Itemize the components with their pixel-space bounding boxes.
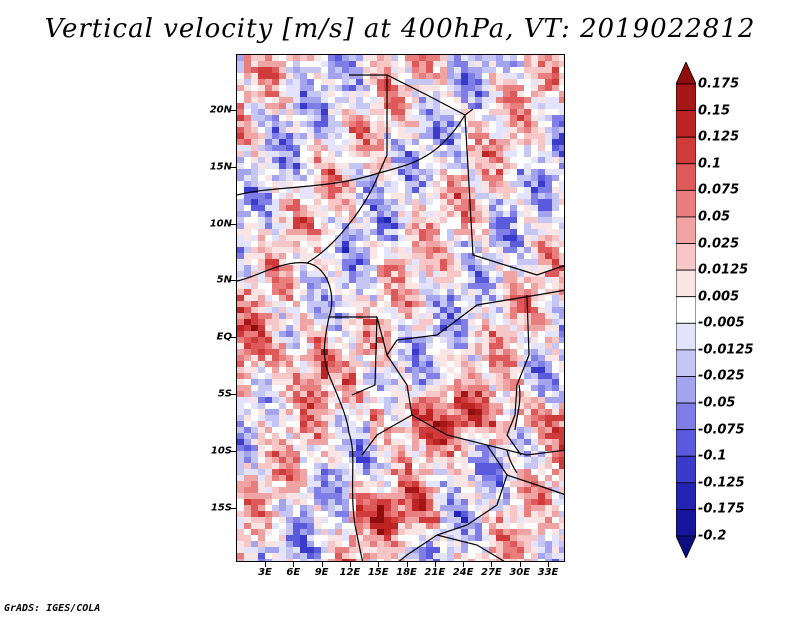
coastline [237, 262, 364, 561]
colorbar-label: 0.1 [698, 156, 722, 172]
colorbar-label: 0.125 [698, 129, 740, 145]
longitude-label: 21E [424, 567, 446, 578]
colorbar-label: -0.025 [698, 368, 745, 384]
colorbar-swatch [675, 509, 697, 537]
colorbar-swatch [675, 189, 697, 218]
longitude-tick [434, 562, 436, 567]
latitude-tick [230, 280, 236, 282]
colorbar-swatch [675, 402, 697, 431]
longitude-label: 9E [314, 567, 329, 578]
country-border [351, 316, 378, 396]
latitude-tick [230, 507, 236, 509]
longitude-label: 24E [452, 567, 474, 578]
latitude-label: 10N [209, 218, 232, 230]
latitude-label: 5N [216, 274, 232, 286]
country-border [378, 75, 388, 174]
colorbar-swatch [675, 429, 697, 457]
colorbar-label: 0.075 [698, 182, 740, 198]
lake [514, 384, 521, 431]
longitude-tick [378, 562, 380, 567]
colorbar-swatches [675, 61, 697, 559]
colorbar-swatch [675, 136, 697, 165]
country-border [506, 474, 564, 495]
longitude-tick [548, 562, 549, 567]
country-border [398, 474, 508, 561]
colorbar [675, 61, 697, 562]
latitude-label: 5S [217, 388, 232, 400]
country-border [361, 414, 413, 456]
colorbar-swatch [675, 349, 697, 377]
latitude-tick [230, 166, 236, 168]
country-border [349, 74, 466, 116]
colorbar-swatch [675, 216, 697, 244]
colorbar-swatch [675, 455, 697, 484]
colorbar-label: -0.005 [698, 315, 745, 331]
country-border [506, 294, 530, 456]
longitude-label: 15E [367, 567, 389, 578]
colorbar-swatch [675, 482, 697, 510]
colorbar-swatch [675, 61, 697, 85]
colorbar-swatch [675, 163, 697, 191]
colorbar-label: 0.0125 [698, 262, 749, 278]
colorbar-label: -0.1 [698, 448, 727, 464]
colorbar-label: -0.125 [698, 475, 745, 491]
country-border [306, 172, 380, 264]
latitude-tick [230, 110, 236, 111]
colorbar-swatch [675, 243, 697, 271]
colorbar-label: 0.025 [698, 236, 740, 252]
longitude-label: 3E [258, 567, 272, 578]
colorbar-label: 0.175 [698, 76, 740, 92]
longitude-tick [491, 562, 493, 567]
country-border [464, 114, 564, 276]
longitude-tick [519, 562, 521, 567]
colorbar-label: -0.05 [698, 395, 736, 411]
colorbar-label: -0.2 [698, 528, 727, 544]
country-border [386, 354, 508, 476]
latitude-label: EQ [216, 331, 232, 343]
latitude-label: 15S [210, 502, 232, 514]
longitude-label: 12E [339, 567, 361, 578]
colorbar-label: -0.075 [698, 422, 745, 438]
colorbar-label: 0.05 [698, 209, 731, 225]
colorbar-swatch [675, 376, 697, 404]
colorbar-swatch [675, 83, 697, 111]
latitude-label: 10S [210, 445, 232, 457]
velocity-field [237, 55, 564, 561]
country-border [486, 444, 564, 456]
colorbar-label: 0.005 [698, 289, 740, 305]
country-border [436, 534, 505, 561]
latitude-label: 15N [209, 161, 232, 173]
longitude-label: 33E [537, 567, 559, 578]
map-title: Vertical velocity [m/s] at 400hPa, VT: 2… [44, 14, 756, 44]
colorbar-swatch [675, 535, 697, 559]
latitude-tick [230, 450, 236, 452]
latitude-tick [230, 394, 236, 395]
colorbar-swatch [675, 110, 697, 138]
latitude-tick [230, 337, 236, 339]
longitude-tick [293, 562, 295, 567]
longitude-tick [265, 562, 266, 567]
country-border [237, 108, 474, 196]
longitude-label: 27E [481, 567, 502, 578]
colorbar-swatch [675, 269, 697, 298]
lake [506, 449, 518, 474]
colorbar-label: -0.0125 [698, 342, 754, 358]
longitude-tick [406, 562, 408, 567]
longitude-label: 30E [509, 567, 531, 578]
longitude-label: 6E [286, 567, 301, 578]
latitude-label: 20N [209, 104, 232, 116]
latitude-tick [230, 223, 236, 225]
software-credit: GrADS: IGES/COLA [4, 603, 101, 614]
velocity-map [236, 54, 565, 562]
longitude-tick [321, 562, 323, 567]
longitude-tick [349, 562, 351, 567]
colorbar-swatch [675, 322, 697, 351]
colorbar-swatch [675, 296, 697, 324]
longitude-label: 18E [396, 567, 417, 578]
colorbar-label: 0.15 [698, 103, 731, 119]
colorbar-label: -0.175 [698, 501, 745, 517]
longitude-tick [463, 562, 465, 567]
